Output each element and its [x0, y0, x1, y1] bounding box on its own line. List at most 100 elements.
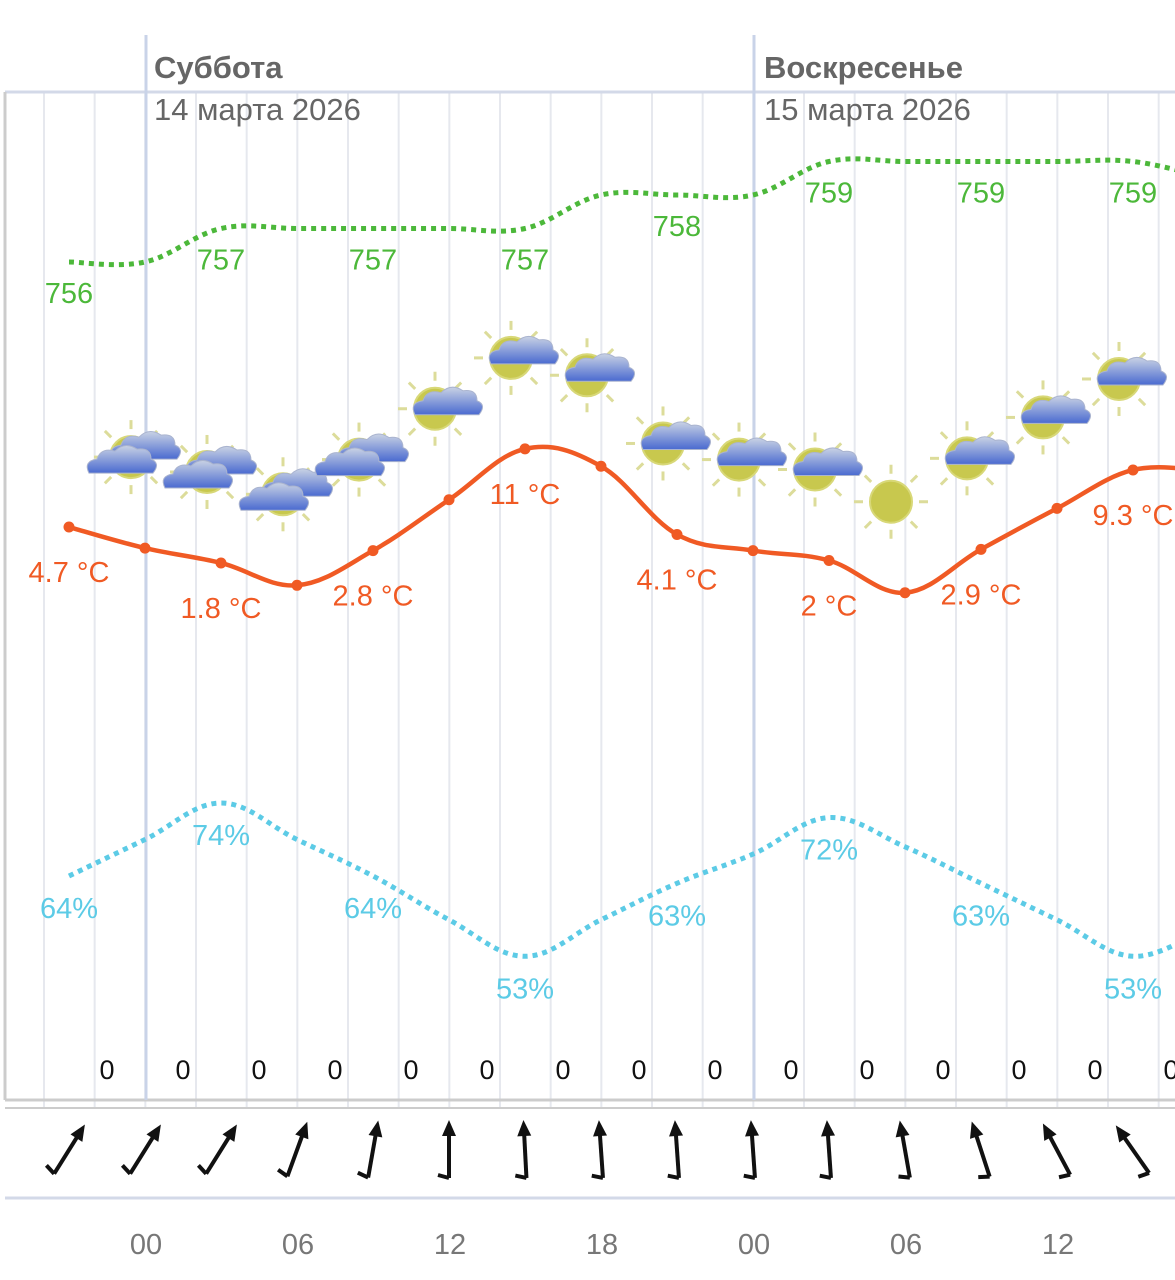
day-date: 15 марта 2026	[764, 92, 971, 127]
day-header: Суббота 14 марта 2026 Воскресенье 15 мар…	[154, 50, 971, 127]
temperature-point	[671, 528, 683, 540]
wind-barb	[819, 1173, 832, 1180]
sun-ray	[711, 478, 721, 487]
humidity-label: 64%	[40, 893, 98, 925]
sun-ray	[103, 429, 113, 439]
cloud-shape	[1020, 395, 1091, 424]
cloud-shape	[944, 436, 1015, 465]
precipitation-value: 0	[403, 1055, 418, 1085]
wind-arrow-icon	[970, 1121, 992, 1180]
sun-ray	[453, 427, 463, 436]
sun-ray	[377, 478, 387, 487]
wind-shaft	[899, 1131, 912, 1178]
x-tick-label: 06	[282, 1229, 314, 1261]
precipitation-value: 0	[707, 1055, 722, 1085]
sun-partly-cloudy-icon	[474, 320, 559, 395]
x-tick-label: 12	[434, 1229, 466, 1261]
cloud-shape	[314, 447, 385, 477]
humidity-label: 53%	[496, 973, 554, 1005]
wind-arrowhead	[821, 1120, 836, 1137]
temperature-point	[595, 460, 607, 472]
sun-ray	[559, 393, 569, 403]
sun-ray	[483, 330, 493, 340]
temperature-point	[975, 543, 987, 555]
temperature-label: 2 °C	[801, 591, 858, 623]
precipitation-value: 0	[1163, 1055, 1175, 1085]
wind-arrow-icon	[44, 1124, 85, 1176]
pressure-label: 757	[349, 245, 397, 277]
humidity-label: 63%	[648, 900, 706, 932]
sun-clear-icon	[854, 464, 928, 539]
day-name: Воскресенье	[764, 50, 963, 85]
precipitation-value: 0	[935, 1055, 950, 1085]
sun-partly-cloudy-icon	[1082, 341, 1167, 416]
sun-ray	[103, 475, 113, 485]
wind-arrowhead	[970, 1121, 984, 1139]
cloud-shape	[162, 459, 233, 489]
day-name: Суббота	[154, 50, 283, 85]
pressure-label: 759	[957, 178, 1005, 210]
sun-mostly-cloudy-icon	[86, 420, 181, 495]
wind-shaft	[52, 1133, 81, 1175]
wind-arrowhead	[1042, 1123, 1057, 1141]
wind-arrowhead	[222, 1124, 237, 1142]
wind-arrow-icon	[895, 1120, 912, 1180]
sun-ray	[757, 478, 767, 487]
sun-ray	[179, 444, 189, 454]
sun-partly-cloudy-icon	[702, 422, 787, 497]
wind-barb	[667, 1173, 680, 1180]
wind-arrowhead	[517, 1120, 532, 1137]
pressure-label: 759	[805, 178, 853, 210]
x-tick-label: 12	[1042, 1229, 1074, 1261]
pressure-label: 756	[45, 278, 93, 310]
sun-ray	[1091, 351, 1101, 361]
sun-ray	[635, 462, 645, 471]
wind-arrow-icon	[667, 1120, 684, 1180]
wind-arrowhead	[368, 1120, 383, 1138]
wind-shaft	[749, 1131, 757, 1179]
cloud-shape	[412, 386, 483, 416]
cloud-shape	[1096, 356, 1167, 386]
cloud-shape	[716, 437, 787, 467]
sun-ray	[255, 467, 265, 476]
temperature-point	[443, 494, 455, 506]
wind-barb	[120, 1164, 132, 1176]
wind-barb	[276, 1168, 289, 1178]
wind-shaft	[366, 1131, 379, 1178]
sun-ray	[301, 513, 311, 522]
sun-partly-cloudy-icon	[550, 338, 635, 413]
sun-ray	[559, 348, 569, 357]
pressure-label: 759	[1109, 178, 1157, 210]
sun-ray	[483, 376, 493, 386]
wind-arrow-icon	[437, 1120, 456, 1180]
cloud-shape	[564, 353, 635, 382]
temperature-point	[139, 542, 151, 554]
sun-ray	[939, 477, 949, 486]
sun-ray	[529, 376, 539, 386]
humidity-line	[67, 800, 1175, 959]
wind-arrowhead	[895, 1120, 910, 1138]
wind-barb	[356, 1170, 369, 1180]
sun-ray	[1015, 390, 1025, 399]
pressure-label: 757	[197, 245, 245, 277]
sun-ray	[711, 432, 721, 441]
wind-barb	[743, 1173, 756, 1180]
wind-shaft	[204, 1133, 233, 1175]
x-tick-label: 06	[890, 1229, 922, 1261]
wind-arrow-icon	[743, 1120, 760, 1180]
sun-ray	[787, 442, 797, 451]
sun-ray	[681, 462, 691, 471]
wind-arrowhead	[146, 1124, 161, 1142]
temperature-point	[1051, 502, 1063, 514]
sun-ray	[225, 490, 235, 500]
wind-arrowhead	[295, 1121, 309, 1140]
wind-shaft	[285, 1132, 306, 1177]
wind-arrow-icon	[1115, 1125, 1151, 1179]
sun-partly-cloudy-icon	[626, 406, 711, 481]
pressure-line	[68, 156, 1175, 268]
precipitation-value: 0	[327, 1055, 342, 1085]
sun-mostly-cloudy-icon	[314, 422, 409, 497]
day-date: 14 марта 2026	[154, 92, 361, 127]
sun-ray	[1015, 436, 1025, 445]
